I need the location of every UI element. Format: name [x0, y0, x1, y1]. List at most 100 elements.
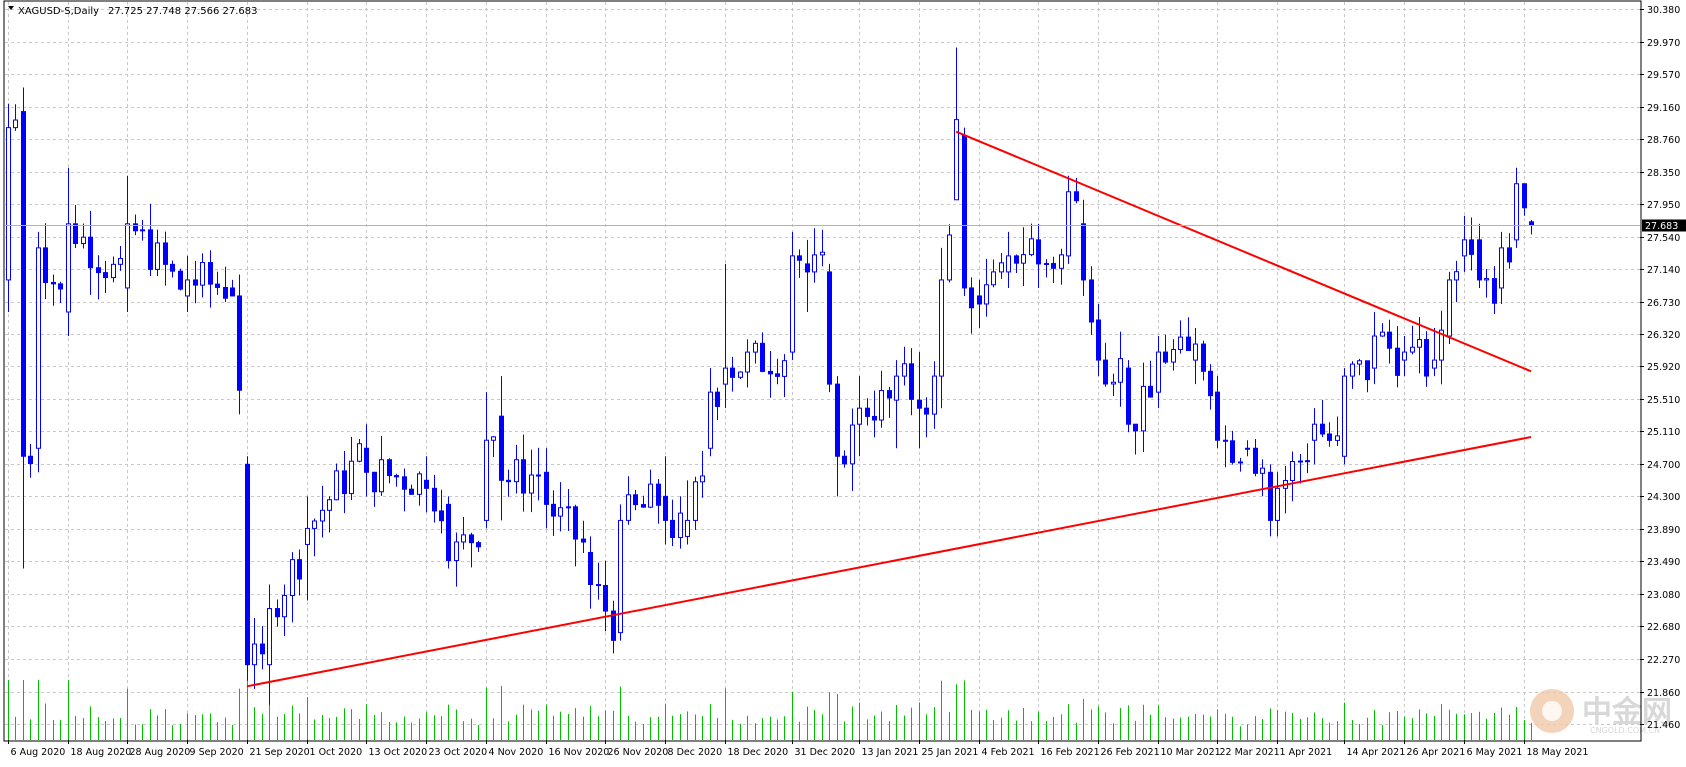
candle-bull — [850, 424, 855, 465]
candle-bear — [1387, 331, 1392, 349]
y-tick-label: 22.270 — [1647, 655, 1680, 666]
trendlines — [246, 130, 1532, 688]
candle-bear — [924, 407, 929, 415]
watermark-text: 中金网 — [1582, 695, 1672, 730]
candle-bear — [1477, 239, 1482, 281]
candle-bear — [1320, 423, 1325, 435]
ohlc-label: 27.725 27.748 27.566 27.683 — [108, 6, 258, 17]
y-tick-label: 22.680 — [1647, 622, 1680, 633]
candle-bull — [745, 351, 750, 373]
candle-bull — [954, 119, 959, 201]
candle-bull — [1372, 335, 1377, 369]
candle-bull — [267, 608, 272, 666]
candle-bull — [1499, 247, 1504, 289]
candle-bull — [1432, 359, 1437, 369]
candle-bull — [514, 459, 519, 483]
candle-bull — [753, 342, 758, 353]
candle-bear — [469, 534, 474, 544]
candle-bear — [1089, 279, 1094, 323]
y-tick-label: 23.080 — [1647, 590, 1680, 601]
candle-bear — [775, 373, 780, 377]
candle-bull — [1312, 423, 1317, 441]
candle-bull — [1171, 349, 1176, 363]
candle-bull — [1275, 487, 1280, 521]
y-tick-label: 25.110 — [1647, 427, 1680, 438]
candle-bear — [215, 283, 220, 288]
candle-bull — [626, 494, 631, 521]
candle-bull — [947, 234, 952, 281]
candle-bull — [685, 519, 690, 537]
last-price-label: 27.683 — [1645, 221, 1678, 232]
candle-bear — [439, 510, 444, 522]
candle-bull — [491, 436, 496, 441]
y-tick-label: 21.860 — [1647, 688, 1680, 699]
candle-bull — [999, 262, 1004, 273]
y-tick-label: 26.730 — [1647, 298, 1680, 309]
candle-bull — [1044, 263, 1049, 266]
candle-bull — [1357, 360, 1362, 365]
candle-bear — [387, 459, 392, 477]
candle-bear — [372, 471, 377, 493]
candle-bear — [1186, 336, 1191, 351]
candle-bear — [551, 503, 556, 517]
candle-bear — [865, 407, 870, 417]
candle-bear — [977, 295, 982, 305]
candle-bull — [334, 470, 339, 501]
candle-bull — [379, 459, 384, 493]
trendline[interactable] — [246, 436, 1532, 688]
x-tick-label: 26 Feb 2021 — [1101, 747, 1160, 758]
candle-bull — [1380, 331, 1385, 337]
candle-bear — [581, 538, 586, 543]
x-tick-label: 1 Oct 2020 — [310, 747, 363, 758]
candle-bull — [678, 512, 683, 539]
candle-bear — [28, 455, 33, 465]
candle-bear — [641, 504, 646, 508]
candle-bull — [991, 271, 996, 286]
candle-bull — [1462, 239, 1467, 257]
x-tick-label: 13 Jan 2021 — [862, 747, 919, 758]
triangle-down-icon[interactable] — [8, 6, 14, 10]
candle-bull — [252, 643, 257, 666]
candle-bear — [402, 476, 407, 490]
candle-bear — [1081, 223, 1086, 281]
y-tick-label: 29.570 — [1647, 70, 1680, 81]
candle-bear — [170, 263, 175, 272]
candle-bear — [1096, 319, 1101, 361]
candle-bull — [1298, 460, 1303, 463]
x-tick-label: 22 Mar 2021 — [1220, 747, 1280, 758]
candle-bear — [506, 479, 511, 483]
candle-bull — [1514, 183, 1519, 241]
candle-bull — [790, 255, 795, 353]
candle-bull — [820, 251, 825, 256]
candle-bull — [1484, 278, 1489, 281]
x-tick-label: 18 Aug 2020 — [71, 747, 132, 758]
candle-bear — [260, 643, 265, 655]
candle-bear — [297, 559, 302, 580]
candle-bear — [1492, 278, 1497, 304]
candle-bull — [1417, 339, 1422, 348]
candle-bear — [133, 223, 138, 232]
candle-bear — [223, 286, 228, 299]
candle-bull — [1156, 351, 1161, 393]
y-tick-label: 24.300 — [1647, 492, 1680, 503]
candle-bear — [51, 281, 56, 285]
candle-bear — [1365, 360, 1370, 381]
x-tick-label: 25 Jan 2021 — [922, 747, 979, 758]
candle-bull — [812, 254, 817, 273]
candle-bear — [1074, 191, 1079, 202]
candle-bull — [417, 473, 422, 495]
candle-bear — [1230, 440, 1235, 463]
candle-bear — [715, 391, 720, 407]
candle-bull — [558, 507, 563, 517]
trendline[interactable] — [955, 130, 1532, 373]
candle-bull — [782, 360, 787, 377]
candle-bear — [805, 263, 810, 273]
candle-bull — [200, 262, 205, 286]
last-price-tag: 27.683 — [1642, 219, 1686, 232]
y-tick-label: 27.540 — [1647, 233, 1680, 244]
candle-bear — [21, 111, 26, 457]
candle-bull — [723, 367, 728, 385]
